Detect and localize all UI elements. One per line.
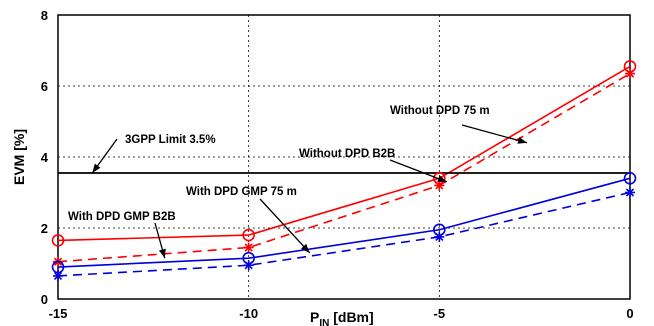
x-tick-label: -10: [239, 306, 258, 321]
y-tick-label: 2: [41, 221, 48, 236]
x-axis-label-main: P: [310, 309, 319, 325]
annotation-without-dpd-b2b: Without DPD B2B: [299, 148, 395, 160]
data-point-star: [434, 231, 445, 242]
series-line-blue-solid: [57, 177, 631, 268]
y-tick-label: 6: [41, 79, 48, 94]
series-line-blue-dashed: [57, 191, 631, 277]
x-axis-label-subscript: IN: [319, 318, 329, 326]
annotation-arrows: [91, 124, 528, 259]
x-axis-label-unit: [dBm]: [329, 309, 373, 325]
annotation-3gpp-limit: 3GPP Limit 3.5%: [125, 134, 216, 146]
y-tick-label: 4: [41, 150, 49, 165]
annotation-arrow: [154, 222, 166, 259]
x-tick-label: 0: [626, 306, 633, 321]
y-tick-label: 0: [41, 292, 48, 307]
annotation-without-dpd-75m: Without DPD 75 m: [390, 105, 490, 117]
x-tick-labels: -15 -10 -5 0: [49, 306, 634, 321]
series-lines: [57, 65, 631, 277]
data-point-star: [243, 260, 254, 271]
annotation-arrow: [461, 124, 528, 144]
y-axis-label: EVM [%]: [11, 129, 27, 185]
x-tick-label: -15: [49, 306, 68, 321]
data-point-star: [53, 270, 63, 281]
data-point-star: [625, 68, 635, 79]
series-line-red-dashed: [57, 72, 631, 263]
annotation-arrow: [91, 138, 118, 174]
annotation-arrow: [259, 198, 311, 254]
data-point-circle: [51, 234, 65, 247]
data-point-circle: [623, 172, 637, 185]
series-line-red-solid: [57, 65, 631, 242]
data-point-star: [434, 180, 445, 191]
x-axis-label: PIN [dBm]: [310, 309, 374, 326]
annotation-with-dpd-gmp-b2b: With DPD GMP B2B: [68, 211, 176, 223]
x-tick-label: -5: [434, 306, 446, 321]
annotation-arrow: [389, 159, 448, 183]
data-point-star: [243, 242, 254, 253]
plot-frame: [57, 14, 631, 300]
annotation-with-dpd-gmp-75m: With DPD GMP 75 m: [186, 186, 297, 198]
data-point-circle: [242, 228, 255, 242]
data-point-star: [625, 187, 635, 198]
y-tick-label: 8: [41, 8, 48, 23]
series-markers: [51, 60, 637, 281]
y-tick-labels: 0 2 4 6 8: [41, 8, 49, 307]
